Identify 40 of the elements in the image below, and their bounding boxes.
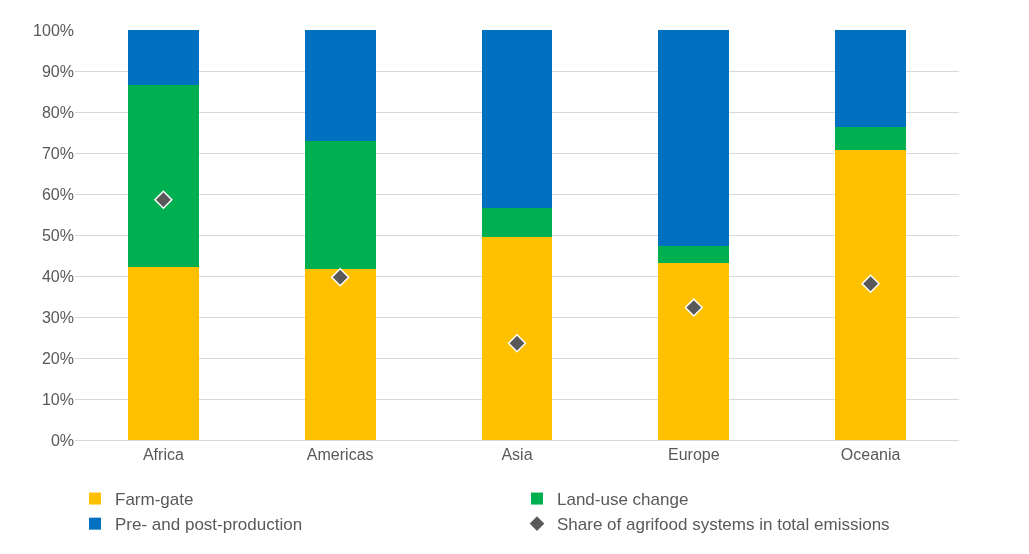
bar — [481, 237, 553, 440]
bar — [658, 262, 730, 440]
bar — [304, 268, 376, 440]
y-tick-label: 100% — [33, 21, 74, 39]
y-tick-label: 20% — [41, 349, 74, 367]
bar — [128, 266, 199, 440]
y-tick-label: 60% — [41, 185, 74, 203]
legend-label: Share of agrifood systems in total emissions — [557, 515, 890, 535]
x-tick-label: Africa — [142, 446, 184, 464]
bar — [304, 30, 376, 141]
point — [684, 298, 703, 317]
y-tick-label: 50% — [41, 226, 74, 244]
point — [507, 334, 527, 353]
bar — [658, 246, 730, 263]
bar — [835, 149, 906, 440]
bar — [128, 85, 199, 267]
y-tick-label: 10% — [41, 390, 74, 408]
bar — [304, 140, 376, 269]
x-tick-label: Asia — [501, 446, 533, 464]
bar — [481, 207, 553, 238]
x-tick-label: Oceania — [840, 446, 901, 464]
y-tick-label: 90% — [41, 62, 74, 80]
bar — [481, 30, 553, 208]
point — [861, 274, 880, 293]
bar — [128, 30, 199, 86]
bar — [658, 30, 730, 247]
legend-label: Land-use change — [557, 490, 689, 510]
y-tick-label: 30% — [41, 308, 74, 326]
y-tick-label: 0% — [50, 431, 74, 449]
bar — [835, 30, 906, 127]
y-tick-label: 80% — [41, 103, 74, 121]
y-tick-label: 70% — [41, 144, 74, 162]
x-tick-label: Europe — [668, 446, 720, 464]
y-tick-label: 40% — [41, 267, 74, 285]
point — [331, 268, 350, 287]
legend-label: Farm-gate — [115, 490, 194, 510]
bar — [835, 126, 906, 150]
point — [154, 190, 173, 209]
legend-label: Pre- and post-production — [115, 515, 303, 535]
x-tick-label: Americas — [306, 446, 374, 464]
